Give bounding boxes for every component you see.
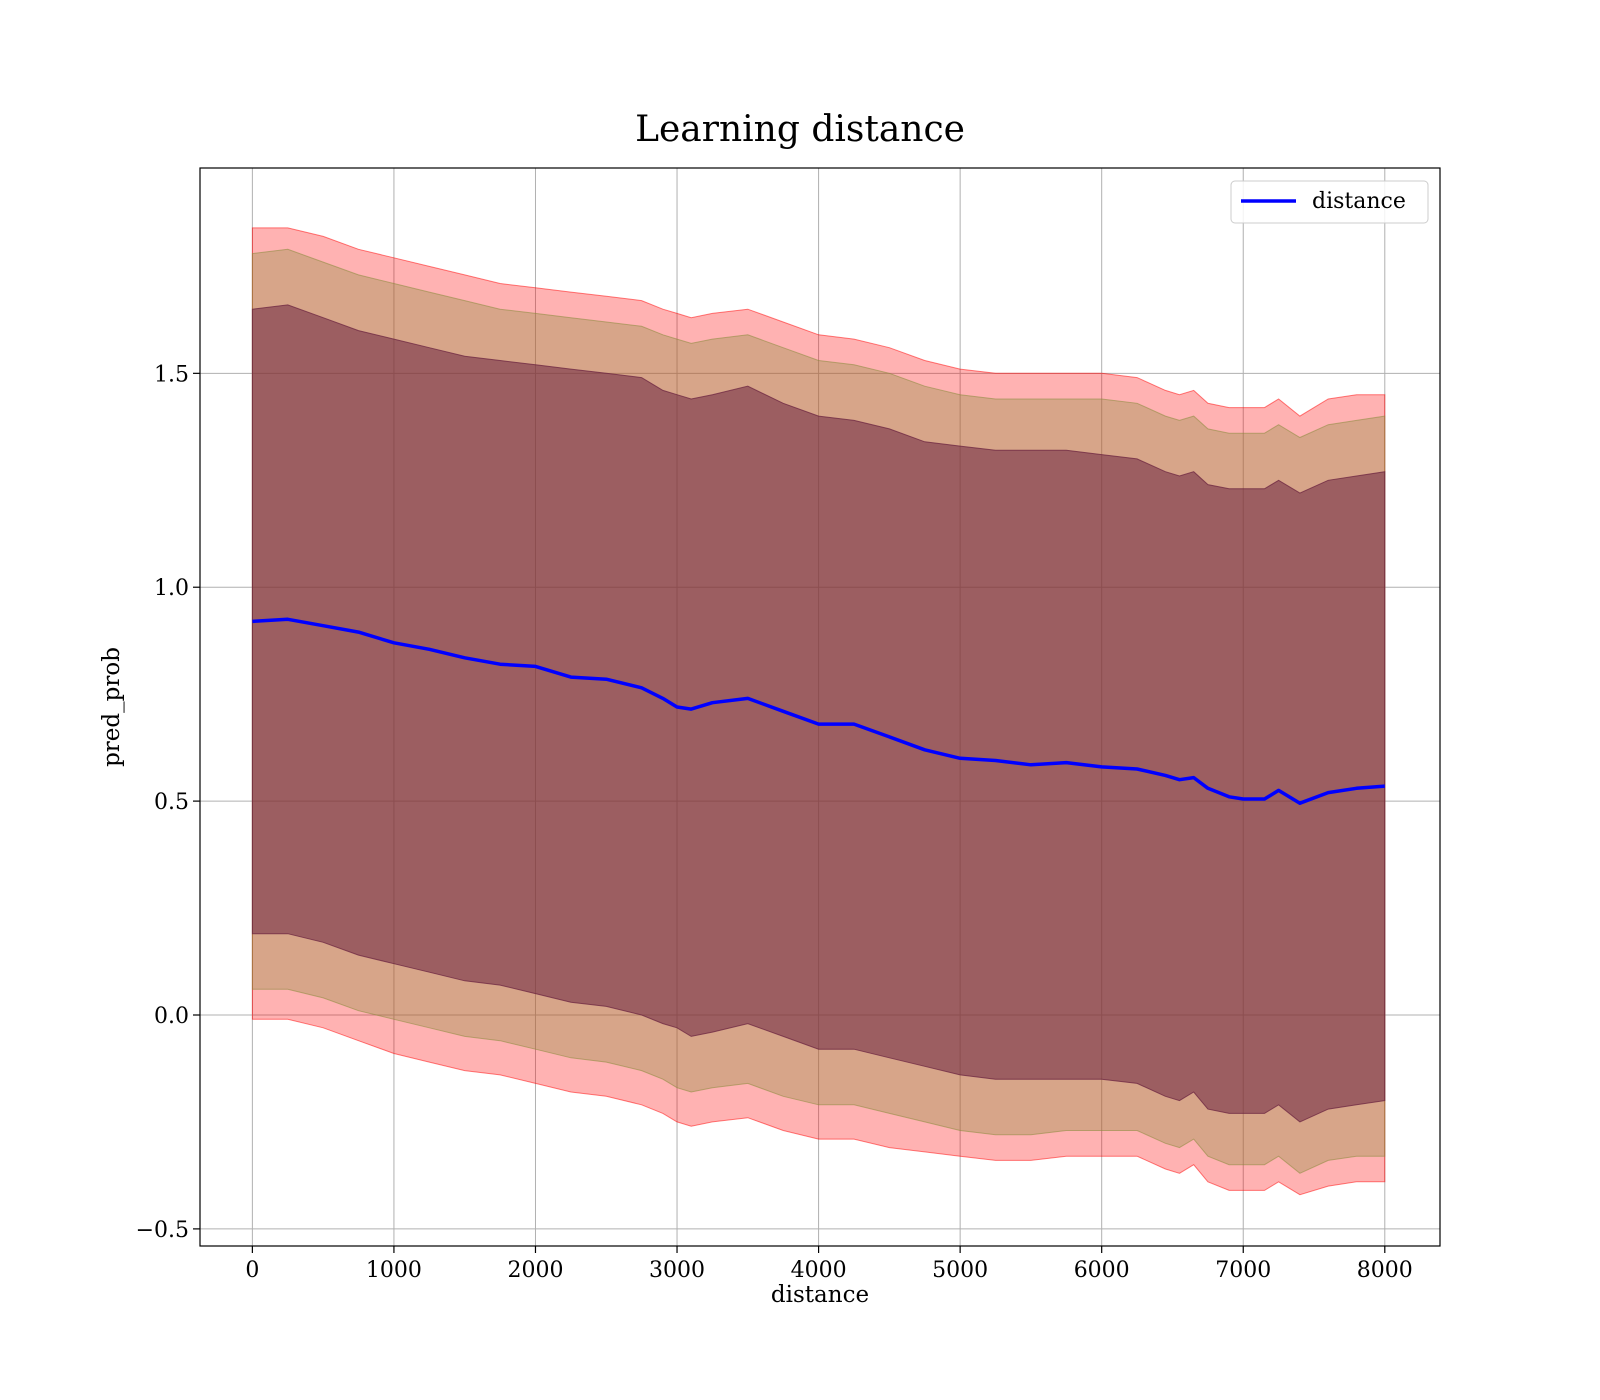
- legend-box: [1230, 180, 1429, 224]
- series-lines: [252, 617, 1385, 805]
- legend: distance: [1230, 180, 1429, 224]
- y-tick-label: 1.0: [154, 576, 189, 601]
- y-tick-label: 0.5: [154, 790, 189, 815]
- y-tick-label: 0.0: [154, 1004, 189, 1029]
- x-axis-label: distance: [771, 1282, 869, 1308]
- y-axis-ticks: −0.5 0.0 0.5 1.0 1.5: [136, 362, 200, 1243]
- legend-label-distance: distance: [1312, 189, 1406, 214]
- x-tick-label: 3000: [649, 1258, 705, 1283]
- x-tick-label: 7000: [1215, 1258, 1271, 1283]
- chart-title: Learning distance: [635, 109, 965, 150]
- y-tick-label: 1.5: [154, 362, 189, 387]
- x-tick-label: 4000: [791, 1258, 847, 1283]
- x-tick-label: 1000: [366, 1258, 422, 1283]
- x-tick-label: 5000: [932, 1258, 988, 1283]
- x-tick-label: 0: [245, 1258, 259, 1283]
- x-axis-ticks: 0 1000 2000 3000 4000 5000 6000 7000 8000: [245, 1246, 1413, 1283]
- confidence-band-3: [251, 304, 1386, 1123]
- x-tick-label: 6000: [1074, 1258, 1130, 1283]
- x-tick-label: 8000: [1357, 1258, 1413, 1283]
- y-axis-label: pred_prob: [99, 647, 125, 767]
- confidence-bands: [251, 227, 1386, 1196]
- plot-frame: [199, 167, 1441, 1247]
- x-tick-label: 2000: [507, 1258, 563, 1283]
- y-tick-label: −0.5: [136, 1218, 189, 1243]
- series-line-distance: [252, 617, 1385, 805]
